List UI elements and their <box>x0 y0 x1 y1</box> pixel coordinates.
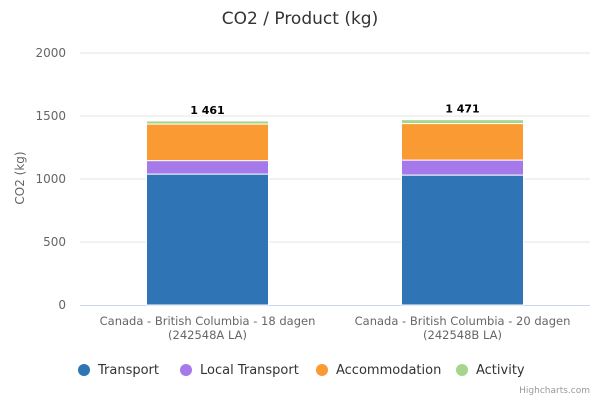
legend-label: Transport <box>98 362 160 378</box>
legend-item[interactable]: Transport <box>78 358 159 382</box>
legend-item[interactable]: Accommodation <box>316 358 441 382</box>
bar-segment[interactable] <box>401 123 524 161</box>
bar-segment[interactable] <box>401 174 524 306</box>
bar-segment[interactable] <box>146 120 269 125</box>
bar-segment[interactable] <box>401 159 524 176</box>
legend-item[interactable]: Local Transport <box>180 358 299 382</box>
bar-segment[interactable] <box>146 160 269 175</box>
x-tick-label: (242548A LA) <box>168 328 247 342</box>
legend-marker-icon <box>78 364 90 376</box>
chart-title: CO2 / Product (kg) <box>222 9 378 29</box>
y-tick-label: 1000 <box>35 172 66 186</box>
y-axis: 0 500 1000 1500 2000 <box>35 46 66 312</box>
legend-label: Local Transport <box>200 362 299 378</box>
legend: Transport Local Transport Accommodation Act… <box>0 358 600 382</box>
bar-segment[interactable] <box>146 123 269 162</box>
legend-marker-icon <box>316 364 328 376</box>
y-tick-label: 500 <box>43 235 66 249</box>
total-data-label: 1 471 <box>445 103 479 116</box>
credits-link[interactable]: Highcharts.com <box>519 386 590 396</box>
legend-label: Activity <box>476 362 525 378</box>
legend-item[interactable]: Activity <box>456 358 525 382</box>
x-tick-label: Canada - British Columbia - 18 dagen <box>100 314 316 328</box>
bar-segment[interactable] <box>146 173 269 306</box>
y-tick-label: 1500 <box>35 109 66 123</box>
plot-area: 1 461 1 471 <box>146 103 524 306</box>
bar-segment[interactable] <box>401 119 524 125</box>
x-tick-label: Canada - British Columbia - 20 dagen <box>355 314 571 328</box>
y-axis-label: CO2 (kg) <box>13 151 27 204</box>
legend-label: Accommodation <box>336 362 442 378</box>
x-axis: Canada - British Columbia - 18 dagen(242… <box>100 314 571 342</box>
legend-marker-icon <box>180 364 192 376</box>
total-data-label: 1 461 <box>190 104 224 117</box>
x-tick-label: (242548B LA) <box>423 328 502 342</box>
y-tick-label: 2000 <box>35 46 66 60</box>
legend-marker-icon <box>456 364 468 376</box>
y-tick-label: 0 <box>58 298 66 312</box>
